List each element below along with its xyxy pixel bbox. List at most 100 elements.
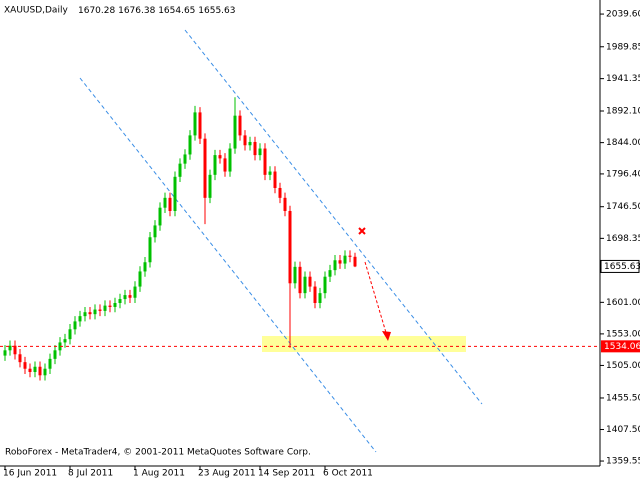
y-tick-label: 1359.55: [606, 457, 640, 467]
candle-body: [68, 329, 72, 340]
candle-body: [63, 339, 67, 343]
forecast-arrow: [364, 261, 388, 337]
candle-body: [353, 256, 357, 267]
candle-body: [213, 155, 217, 175]
y-tick-label: 1989.85: [606, 42, 640, 52]
candle-body: [173, 176, 177, 211]
candle-body: [308, 276, 312, 287]
ohlc-low: 1654.65: [158, 6, 195, 16]
y-tick-label: 1505.00: [606, 361, 640, 371]
candle-body: [78, 316, 82, 322]
candle-body: [183, 154, 187, 164]
candle-body: [18, 354, 22, 363]
channel-upper: [184, 29, 483, 405]
candle-body: [253, 141, 257, 156]
candle-body: [258, 148, 262, 156]
y-tick-label: 1844.00: [606, 138, 640, 148]
candle-body: [33, 366, 37, 373]
candle-body: [38, 366, 42, 376]
candle-body: [323, 276, 327, 294]
candle-body: [233, 115, 237, 149]
candle-body: [73, 321, 77, 330]
candle-body: [133, 286, 137, 298]
y-tick-label: 1407.50: [606, 425, 640, 435]
candle-body: [348, 255, 352, 257]
y-tick-label: 1698.35: [606, 234, 640, 244]
candle-body: [333, 260, 337, 271]
candle-body: [303, 276, 307, 294]
symbol: XAUUSD,Daily: [4, 6, 68, 16]
x-tick-label: 14 Sep 2011: [258, 469, 315, 479]
candle-body: [123, 295, 127, 300]
candle-body: [178, 163, 182, 177]
ohlc: 1670.28 1676.38 1654.65 1655.63: [78, 6, 236, 16]
candle-body: [83, 312, 87, 317]
cross-mark: [358, 227, 366, 235]
level-label-box: [601, 340, 640, 353]
y-tick-label: 1796.40: [606, 169, 640, 179]
candle-body: [103, 305, 107, 311]
x-tick-label: 6 Oct 2011: [323, 469, 373, 479]
candle-body: [238, 115, 242, 136]
candle-body: [273, 171, 277, 188]
y-tick-label: 2039.60: [606, 10, 640, 20]
candle-body: [188, 135, 192, 155]
y-tick-label: 1553.00: [606, 329, 640, 339]
candle-body: [343, 255, 347, 264]
candle-body: [158, 207, 162, 226]
candle-body: [13, 345, 17, 355]
candle-body: [268, 171, 272, 175]
candle-body: [338, 260, 342, 264]
candle-body: [328, 270, 332, 277]
candle-body: [198, 112, 202, 139]
candle-body: [88, 312, 92, 315]
candle-body: [243, 135, 247, 146]
x-tick-label: 1 Aug 2011: [133, 469, 185, 479]
target-zone: [262, 336, 466, 352]
candle-body: [203, 138, 207, 198]
y-tick-label: 1455.50: [606, 393, 640, 403]
x-tick-label: 23 Aug 2011: [198, 469, 256, 479]
candles: [3, 97, 357, 381]
candle-body: [313, 286, 317, 303]
ohlc-close: 1655.63: [198, 6, 235, 16]
arrow-head: [382, 331, 391, 341]
candle-body: [153, 225, 157, 238]
candle-body: [298, 266, 302, 294]
candle-body: [93, 309, 97, 315]
candle-body: [108, 305, 112, 307]
y-tick-label: 1892.10: [606, 107, 640, 117]
candle-body: [148, 237, 152, 263]
candle-body: [223, 158, 227, 172]
y-tick-label: 1941.35: [606, 74, 640, 84]
x-tick-label: 16 Jun 2011: [3, 469, 57, 479]
candle-body: [138, 271, 142, 287]
y-tick-label: 1601.00: [606, 298, 640, 308]
candle-body: [278, 187, 282, 198]
candle-body: [118, 299, 122, 303]
candle-body: [318, 293, 322, 303]
candle-body: [208, 174, 212, 198]
candle-body: [3, 350, 7, 356]
candle-body: [288, 210, 292, 284]
candle-body: [113, 302, 117, 307]
candle-body: [193, 112, 197, 136]
candle-body: [143, 262, 147, 272]
candle-body: [293, 266, 297, 284]
candle-body: [168, 197, 172, 211]
candle-body: [263, 148, 267, 175]
ohlc-high: 1676.38: [118, 6, 155, 16]
candle-body: [23, 362, 27, 369]
level-label: 1534.06: [604, 342, 640, 352]
ohlc-open: 1670.28: [78, 6, 115, 16]
candle-body: [53, 350, 57, 359]
candle-body: [248, 141, 252, 146]
x-tick-label: 8 Jul 2011: [68, 469, 113, 479]
footer: RoboForex - MetaTrader4, © 2001-2011 Met…: [5, 448, 311, 458]
candle-body: [98, 309, 102, 311]
price-label-box: [600, 259, 640, 273]
candle-body: [283, 197, 287, 211]
candle-body: [128, 295, 132, 298]
